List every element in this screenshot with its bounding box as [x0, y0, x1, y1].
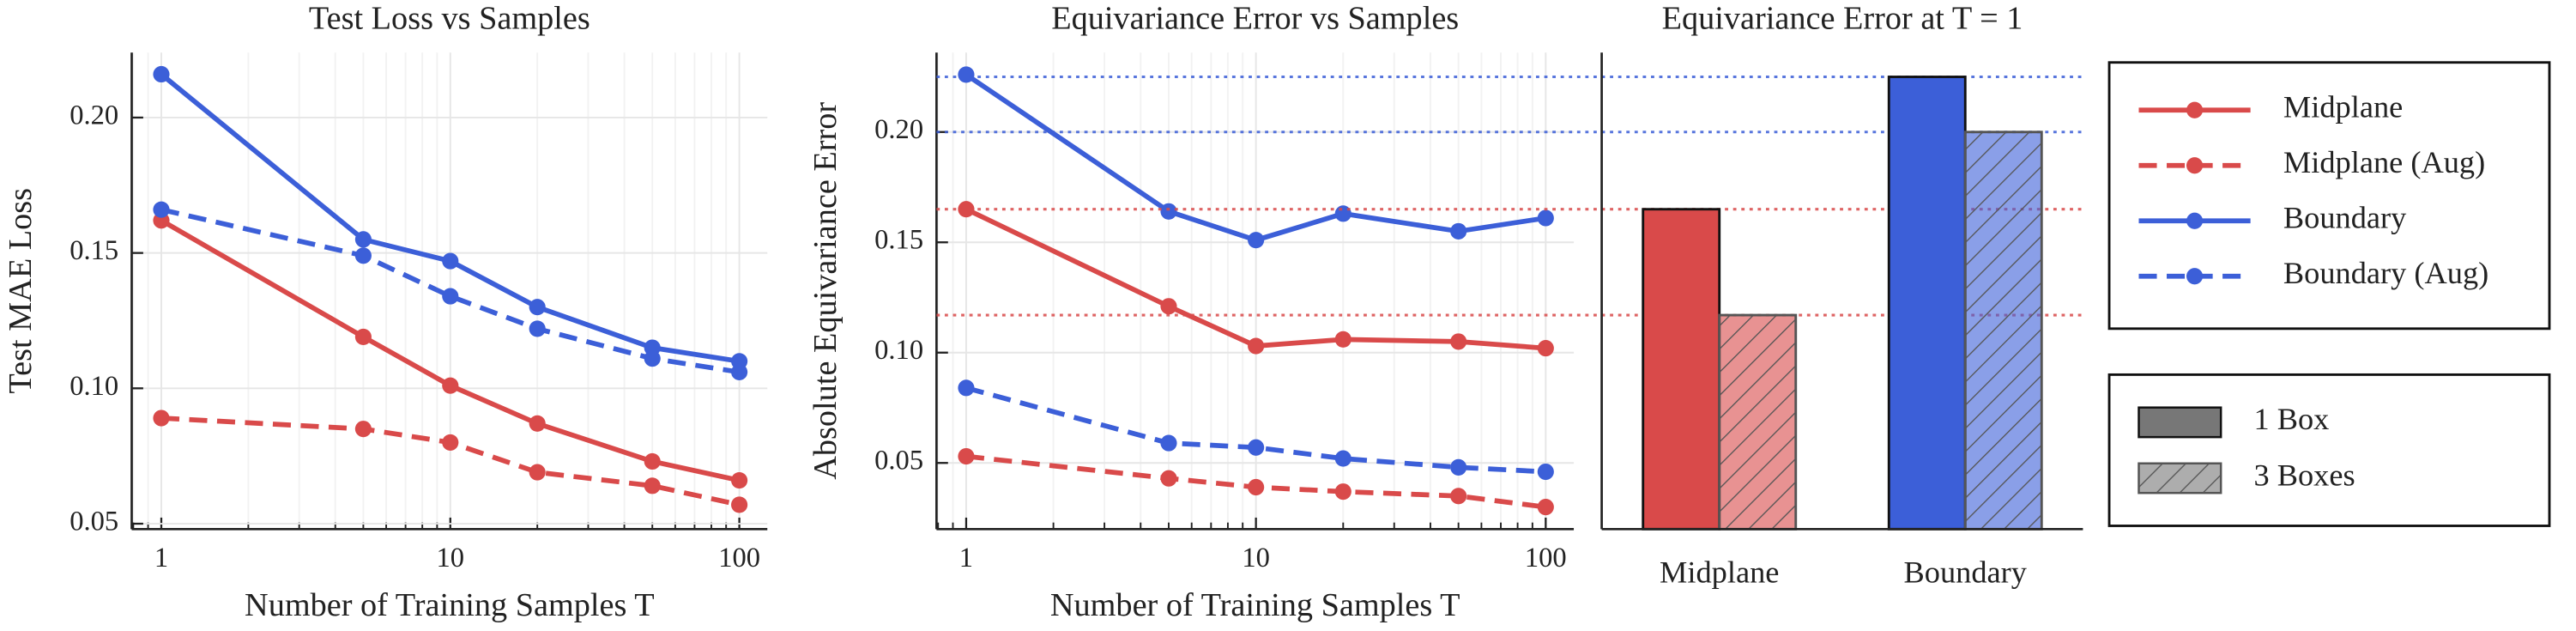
legend-label: 3 Boxes: [2253, 458, 2355, 492]
y-tick-label: 0.05: [70, 506, 118, 537]
x-axis-label: Number of Training Samples T: [1050, 587, 1460, 623]
marker: [529, 299, 546, 316]
series-line: [160, 72, 741, 364]
y-tick-label: 0.05: [874, 446, 923, 476]
marker: [958, 66, 975, 83]
series-line: [964, 207, 1546, 351]
legend-label: Boundary (Aug): [2283, 256, 2488, 290]
y-tick-label: 0.20: [874, 114, 923, 145]
marker: [644, 477, 661, 494]
marker: [354, 231, 372, 248]
marker: [1248, 232, 1265, 249]
marker: [153, 65, 170, 83]
marker: [731, 363, 748, 380]
bar: [1887, 76, 1967, 531]
chart-title: Equivariance Error at T = 1: [1662, 1, 2023, 37]
bar-hatch: [1965, 131, 2042, 530]
marker: [958, 379, 975, 397]
marker: [731, 471, 748, 489]
y-tick-label: 0.15: [874, 225, 923, 256]
marker: [442, 434, 459, 451]
x-tick-label: 1: [959, 543, 973, 573]
marker: [1537, 209, 1554, 227]
marker: [1248, 439, 1265, 456]
marker: [1450, 488, 1467, 505]
x-tick-label: Boundary: [1904, 555, 2028, 589]
marker: [1450, 333, 1467, 350]
marker: [644, 350, 661, 367]
series-line: [160, 218, 741, 483]
marker: [1334, 450, 1351, 467]
x-tick-label: 10: [437, 543, 465, 573]
marker: [1248, 337, 1265, 355]
marker: [1334, 483, 1351, 501]
series-line: [964, 72, 1546, 243]
legend-hatch: [2138, 463, 2222, 494]
marker: [1450, 458, 1467, 476]
legend-marker: [2186, 101, 2204, 118]
x-axis-label: Number of Training Samples T: [245, 587, 655, 623]
legend-label: Midplane (Aug): [2283, 145, 2485, 179]
marker: [1450, 222, 1467, 240]
y-tick-label: 0.15: [70, 235, 118, 266]
chart-title: Test Loss vs Samples: [309, 1, 590, 37]
x-tick-label: 100: [718, 543, 760, 573]
legend-marker: [2186, 268, 2204, 285]
marker: [1334, 205, 1351, 222]
marker: [1160, 298, 1177, 315]
marker: [958, 201, 975, 218]
legend-marker: [2186, 212, 2204, 229]
marker: [529, 320, 546, 337]
y-tick-label: 0.10: [874, 335, 923, 366]
marker: [442, 377, 459, 394]
legend-label: Boundary: [2283, 201, 2407, 235]
legend-swatch: [2138, 406, 2222, 439]
y-axis-label: Absolute Equivariance Error: [807, 102, 844, 480]
marker: [354, 247, 372, 264]
bar: [1642, 208, 1721, 531]
legend-box: [2107, 373, 2551, 527]
legend-label: 1 Box: [2253, 402, 2329, 436]
y-axis-label: Test MAE Loss: [3, 188, 39, 394]
marker: [529, 415, 546, 432]
marker: [354, 421, 372, 438]
marker: [1537, 463, 1554, 481]
marker: [1537, 499, 1554, 516]
marker: [1537, 340, 1554, 357]
x-tick-label: 1: [154, 543, 168, 573]
x-tick-label: 100: [1525, 543, 1567, 573]
series-line: [965, 385, 1546, 475]
series-line: [160, 416, 741, 507]
marker: [442, 288, 459, 305]
bar-hatch: [1719, 315, 1796, 530]
legend-box: [2107, 61, 2551, 331]
y-tick-label: 0.10: [70, 371, 118, 402]
series-line: [160, 207, 741, 375]
marker: [1160, 434, 1177, 452]
series-line: [965, 453, 1546, 510]
legend-marker: [2186, 157, 2204, 174]
marker: [1160, 470, 1177, 487]
marker: [153, 201, 170, 218]
y-tick-label: 0.20: [70, 100, 118, 130]
marker: [529, 464, 546, 481]
marker: [958, 447, 975, 465]
marker: [644, 452, 661, 470]
marker: [1160, 203, 1177, 220]
marker: [354, 328, 372, 345]
marker: [442, 252, 459, 270]
x-tick-label: 10: [1242, 543, 1270, 573]
marker: [1334, 331, 1351, 348]
chart-title: Equivariance Error vs Samples: [1051, 1, 1459, 37]
x-tick-label: Midplane: [1660, 555, 1779, 589]
legend-label: Midplane: [2283, 90, 2403, 124]
marker: [1248, 478, 1265, 496]
marker: [731, 496, 748, 513]
marker: [153, 410, 170, 427]
